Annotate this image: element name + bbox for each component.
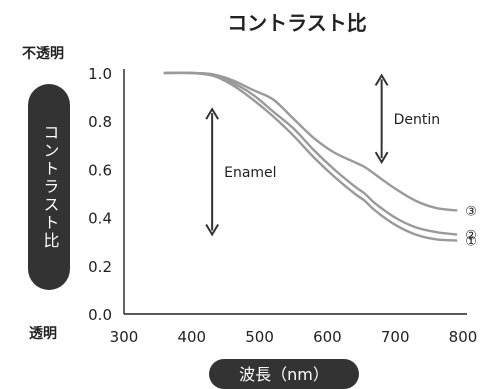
x-tick-label: 800 [449,328,478,346]
y-tick-label: 0.6 [88,161,112,179]
y-top-label: 不透明 [22,46,64,62]
y-axis-pill: コントラスト比 [28,84,70,290]
annotation-arrowhead-down-2 [374,151,389,165]
series-label-1: ① [465,234,477,249]
chart-title: コントラスト比 [227,11,367,35]
tick-labels: 0.0 0.2 0.4 0.6 0.8 1.0 300 400 500 600 700 800 [88,65,477,346]
y-tick-label: 0.4 [88,210,112,228]
series-labels: ①② ③ [465,204,477,249]
x-axis-title: 波長（nm） [239,365,329,384]
x-tick-label: 500 [245,328,274,346]
axes [123,69,467,315]
series-lines [163,71,458,242]
y-tick-label: 0.0 [88,306,112,324]
y-axis-pill-bg [28,84,70,290]
annotation-arrowhead-up-2 [374,73,389,86]
y-axis-title: コントラスト比 [41,124,60,250]
annotation-label-1: Enamel [224,165,276,181]
series-label-2: ② [465,228,477,243]
annotation-arrowhead-down-1 [205,223,219,237]
annotation-label-2: Dentin [394,112,441,128]
series-line-1 [163,71,458,242]
series-line-2 [163,71,458,236]
y-tick-label: 1.0 [88,65,112,83]
y-bottom-label: 透明 [29,326,57,342]
x-axis-pill-bg [209,359,359,389]
x-tick-label: 700 [381,328,410,346]
series-line-3 [163,71,458,212]
annotation-arrowhead-up-1 [205,107,219,120]
y-tick-label: 0.2 [88,258,112,276]
annotations: Enamel Dentin [205,73,441,237]
x-tick-label: 300 [110,328,139,346]
x-axis-pill: 波長（nm） [209,359,359,389]
x-tick-label: 600 [313,328,342,346]
series-label-3: ③ [465,204,477,219]
y-tick-label: 0.8 [88,113,112,131]
x-tick-label: 400 [177,328,206,346]
